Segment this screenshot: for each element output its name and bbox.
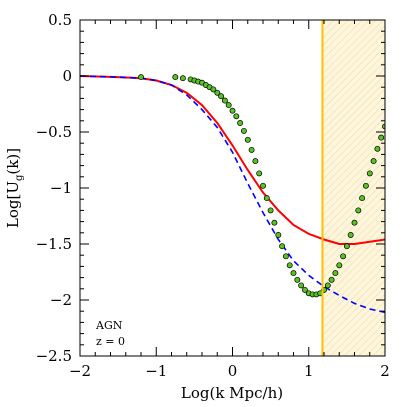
annotation-agn: AGN bbox=[95, 319, 123, 332]
x-tick-label: −2 bbox=[69, 362, 91, 380]
data-point bbox=[214, 89, 221, 96]
x-axis-label: Log(k Mpc/h) bbox=[181, 384, 283, 402]
data-point bbox=[210, 86, 217, 93]
data-point bbox=[366, 170, 373, 177]
data-point bbox=[286, 262, 293, 269]
y-axis-label-sub: g bbox=[14, 174, 25, 181]
y-tick-label: 0.5 bbox=[48, 11, 72, 29]
data-point bbox=[218, 93, 225, 100]
y-tick-label: −2 bbox=[50, 291, 72, 309]
y-tick-label: −2.5 bbox=[36, 347, 72, 365]
data-point bbox=[324, 282, 331, 289]
data-point bbox=[378, 134, 385, 141]
x-tick-label: −1 bbox=[145, 362, 167, 380]
data-point bbox=[340, 253, 347, 260]
data-point bbox=[244, 136, 251, 143]
y-tick-label: −1.5 bbox=[36, 235, 72, 253]
shaded-region-hatch bbox=[322, 20, 385, 356]
shaded-region bbox=[322, 20, 385, 356]
data-point bbox=[355, 207, 362, 214]
data-point bbox=[282, 253, 289, 260]
data-point bbox=[347, 232, 354, 238]
y-axis-label: Log[Ug(k)] bbox=[4, 148, 25, 228]
x-tick-label: 1 bbox=[304, 362, 314, 380]
data-point bbox=[248, 146, 255, 153]
x-tick-label: 2 bbox=[380, 362, 390, 380]
data-point bbox=[279, 243, 286, 250]
data-point bbox=[260, 182, 266, 189]
data-point bbox=[370, 158, 377, 165]
data-point bbox=[263, 195, 270, 202]
data-point bbox=[240, 127, 247, 134]
data-point bbox=[328, 276, 335, 283]
data-point bbox=[362, 182, 369, 189]
data-point bbox=[294, 276, 301, 283]
tick-labels: −2 −1 0 1 2−2.5−2−1.5−1−0.500.5 bbox=[36, 11, 390, 380]
data-point bbox=[237, 120, 244, 126]
data-point bbox=[275, 232, 282, 238]
x-tick-label: 0 bbox=[228, 362, 238, 380]
data-point bbox=[179, 75, 186, 82]
data-point bbox=[225, 102, 232, 109]
y-tick-label: 0 bbox=[62, 67, 72, 85]
y-axis-label-main: Log[U bbox=[4, 181, 22, 228]
data-point bbox=[271, 219, 278, 226]
data-point bbox=[138, 74, 144, 81]
data-point bbox=[351, 219, 358, 226]
data-point bbox=[267, 207, 274, 214]
data-point bbox=[332, 270, 339, 277]
data-point bbox=[359, 195, 366, 202]
data-point bbox=[298, 282, 305, 289]
data-point bbox=[233, 113, 240, 120]
data-point bbox=[252, 158, 259, 165]
axis-ticks bbox=[79, 19, 386, 357]
data-point bbox=[256, 170, 263, 177]
y-tick-label: −0.5 bbox=[36, 123, 72, 141]
annotation-redshift: z = 0 bbox=[96, 335, 125, 348]
data-point bbox=[343, 243, 350, 250]
data-point bbox=[301, 286, 308, 293]
y-tick-label: −1 bbox=[50, 179, 72, 197]
data-point bbox=[374, 145, 381, 152]
data-point bbox=[290, 270, 297, 277]
data-point bbox=[172, 74, 179, 81]
data-point bbox=[221, 97, 228, 104]
curves bbox=[80, 75, 385, 314]
curve-red-solid bbox=[80, 75, 385, 245]
y-axis-label-tail: (k)] bbox=[4, 148, 22, 175]
data-point bbox=[336, 262, 343, 269]
data-point bbox=[229, 107, 236, 114]
